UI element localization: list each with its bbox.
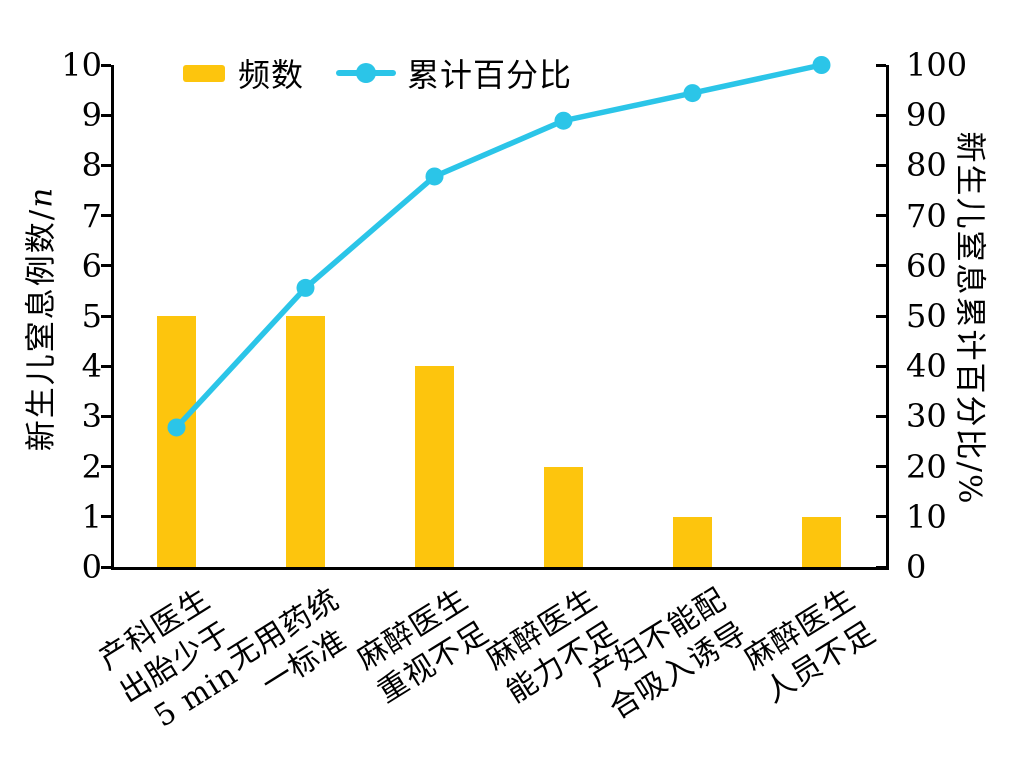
right-axis-tick	[876, 515, 886, 519]
line-point-marker	[554, 111, 573, 130]
right-axis-tick-label: 0	[906, 548, 927, 586]
left-axis-tick-label: 9	[81, 96, 102, 135]
right-axis-tick	[876, 565, 886, 569]
right-axis-tick-label: 100	[906, 46, 968, 84]
right-axis-title: 新生儿窒息累计百分比/%	[951, 59, 996, 579]
left-axis-tick	[101, 465, 111, 469]
frequency-bar	[286, 316, 325, 567]
bottom-axis-spine	[111, 567, 889, 570]
right-axis-tick	[876, 113, 886, 117]
left-axis-title: 新生儿窒息例数/n	[16, 59, 61, 579]
right-axis-tick-label: 80	[906, 146, 947, 185]
legend: 频数 累计百分比	[183, 50, 572, 96]
left-axis-tick-label: 6	[81, 246, 102, 285]
left-axis-tick	[101, 314, 111, 318]
frequency-bar	[157, 316, 196, 567]
left-axis-tick-label: 5	[81, 297, 102, 335]
x-category-label: 无用药统 一标准	[220, 580, 366, 712]
x-category-label: 麻醉医生 人员不足	[736, 580, 882, 712]
left-axis-tick	[101, 163, 111, 167]
left-axis-tick-label: 2	[81, 447, 102, 486]
left-axis-tick-label: 4	[81, 347, 102, 386]
left-axis-tick	[101, 414, 111, 418]
line-point-marker	[425, 167, 444, 186]
left-axis-tick	[101, 565, 111, 569]
left-axis-tick	[101, 515, 111, 519]
right-axis-tick-label: 60	[906, 246, 947, 285]
right-axis-tick	[876, 63, 886, 67]
right-axis-tick	[876, 465, 886, 469]
left-axis-tick	[101, 264, 111, 268]
left-axis-tick	[101, 63, 111, 67]
legend-label-frequency: 频数	[238, 56, 305, 94]
right-axis-tick	[876, 264, 886, 268]
frequency-bar	[673, 516, 712, 567]
right-axis-tick-label: 90	[906, 96, 947, 135]
right-axis-title-text: 新生儿窒息累计百分比/%	[951, 131, 988, 506]
right-axis-tick-label: 20	[906, 447, 947, 486]
left-axis-tick	[101, 214, 111, 218]
right-axis-tick	[876, 364, 886, 368]
left-axis-tick-label: 8	[81, 146, 102, 185]
left-axis-tick	[101, 113, 111, 117]
left-axis-tick-label: 1	[81, 497, 102, 536]
right-axis-tick	[876, 214, 886, 218]
left-axis-title-variable: n	[23, 185, 60, 208]
right-axis-tick-label: 30	[906, 397, 947, 436]
line-point-marker	[683, 84, 702, 103]
right-axis-tick-label: 40	[906, 347, 947, 386]
cumulative-percentage-line	[174, 62, 823, 430]
right-axis-tick-label: 10	[906, 497, 947, 536]
legend-dot-icon	[356, 63, 377, 83]
x-category-label: 麻醉医生 重视不足	[349, 580, 495, 712]
line-point-marker	[812, 56, 831, 74]
left-axis-tick-label: 0	[81, 548, 102, 586]
right-axis-spine	[886, 65, 889, 570]
left-axis-tick-label: 10	[61, 46, 102, 84]
left-axis-title-text: 新生儿窒息例数/	[23, 207, 60, 452]
right-axis-tick	[876, 163, 886, 167]
x-category-label: 产妇不能配 合吸入诱导	[581, 580, 754, 728]
frequency-bar	[415, 366, 454, 567]
line-point-marker	[296, 278, 315, 297]
right-axis-tick	[876, 314, 886, 318]
legend-label-cumulative: 累计百分比	[407, 56, 573, 94]
frequency-bar	[802, 516, 841, 567]
legend-bar-swatch-icon	[183, 64, 225, 82]
left-axis-tick-label: 3	[81, 397, 102, 436]
frequency-bar	[544, 466, 583, 567]
legend-line-marker-icon	[336, 62, 397, 84]
left-axis-tick-label: 7	[81, 196, 102, 235]
right-axis-tick-label: 50	[906, 297, 947, 335]
right-axis-tick	[876, 414, 886, 418]
left-axis-tick	[101, 364, 111, 368]
right-axis-tick-label: 70	[906, 196, 947, 235]
left-axis-spine	[111, 65, 114, 570]
